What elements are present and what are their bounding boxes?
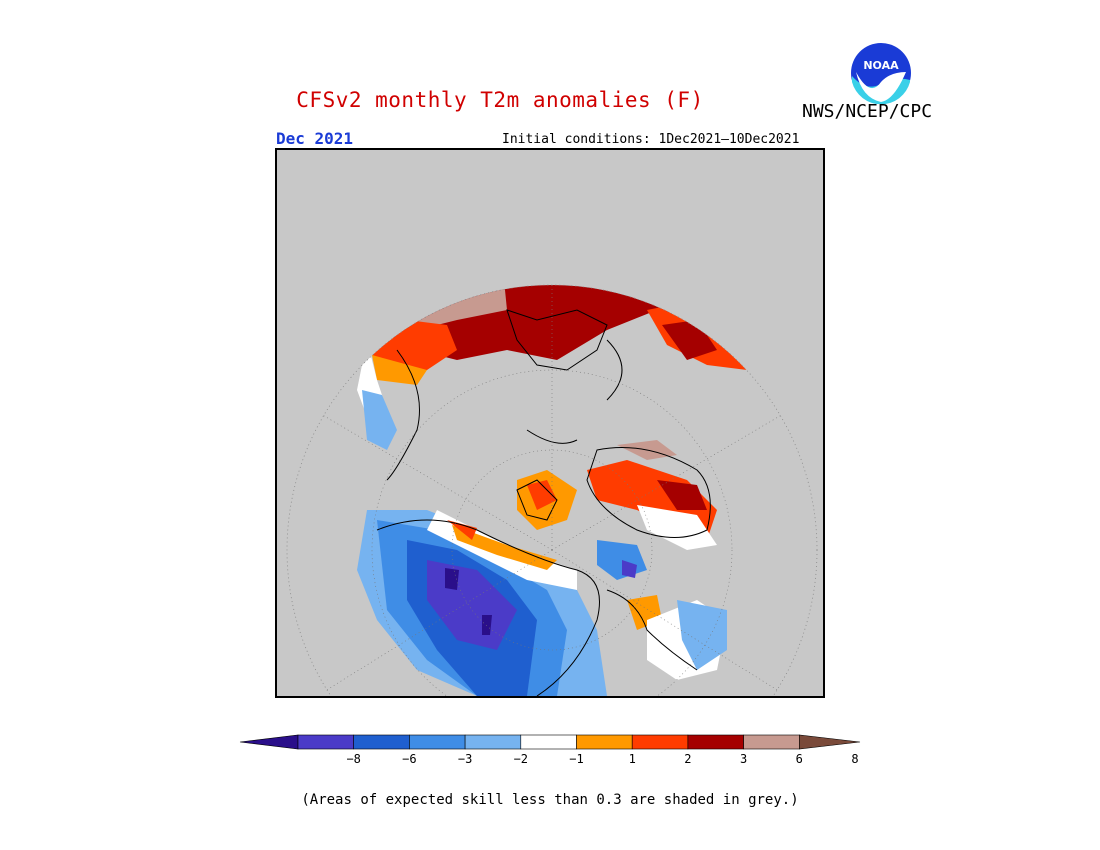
color-scale-tick-label: −3 — [457, 752, 473, 766]
anomaly-region-na-red — [447, 520, 477, 540]
color-swatch — [743, 734, 800, 750]
agency-label: NWS/NCEP/CPC — [802, 101, 933, 122]
color-scale-tick-label: 2 — [684, 752, 692, 766]
color-swatch-low — [239, 734, 299, 750]
anomaly-region-na-orange — [452, 525, 557, 570]
anomaly-region-orange — [622, 285, 747, 290]
color-swatch — [464, 734, 522, 750]
initial-conditions-label: Initial conditions: 1Dec2021—10Dec2021 — [502, 132, 800, 147]
anomaly-region-na-deep-2 — [482, 615, 492, 635]
skill-note: (Areas of expected skill less than 0.3 a… — [301, 792, 799, 808]
color-scale-tick-label: 8 — [851, 752, 859, 766]
anomaly-region-greenland-dark — [657, 480, 707, 510]
anomaly-map — [275, 148, 825, 698]
graticule — [296, 285, 808, 696]
map-disc — [287, 235, 817, 696]
anomaly-region-atlantic-blue — [677, 600, 727, 670]
map-outer-circle — [286, 284, 818, 696]
map-title: CFSv2 monthly T2m anomalies (F) — [296, 88, 704, 112]
color-scale-tick-label: −6 — [402, 752, 417, 766]
anomaly-region-red-orange — [607, 285, 777, 290]
color-swatch — [297, 734, 355, 750]
color-scale-tick-label: 3 — [739, 752, 748, 766]
color-scale-bar — [239, 734, 861, 750]
anomaly-region-europe-cold — [362, 390, 397, 450]
anomaly-region-brown — [377, 285, 477, 310]
color-swatch — [409, 734, 466, 750]
color-swatch — [353, 734, 410, 750]
anomaly-region-canada-deep — [622, 560, 637, 578]
color-swatch — [576, 734, 633, 750]
color-scale-tick-label: −1 — [569, 752, 584, 766]
anomaly-region-siberia — [317, 285, 777, 360]
svg-text:NOAA: NOAA — [863, 59, 899, 72]
color-scale-tick-label: −2 — [513, 752, 529, 766]
color-swatch — [631, 734, 689, 750]
anomaly-region-arctic-islands-red — [527, 480, 557, 510]
anomaly-region-na-deep — [445, 568, 459, 590]
color-scale-tick-label: 6 — [795, 752, 803, 766]
noaa-logo: NOAA — [851, 43, 911, 104]
color-swatch-high — [798, 734, 861, 750]
color-scale-tick-label: 1 — [628, 752, 636, 766]
anomaly-region-tan — [317, 285, 507, 330]
anomaly-region-greenland-white — [637, 505, 717, 550]
anomaly-region-brown-2 — [337, 235, 372, 270]
color-scale-tick-label: −8 — [346, 752, 361, 766]
color-swatch — [520, 734, 577, 750]
color-swatch — [687, 734, 744, 750]
forecast-month: Dec 2021 — [276, 129, 354, 148]
